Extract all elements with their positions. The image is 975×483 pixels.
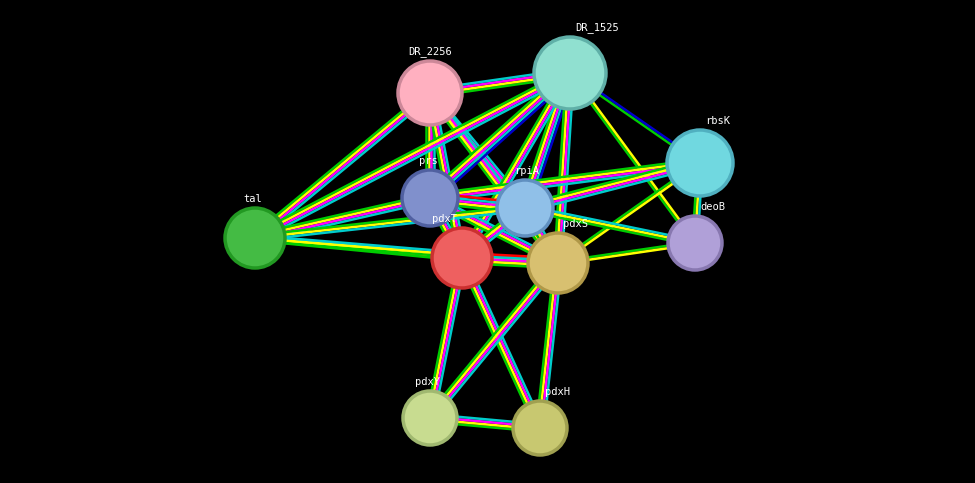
Circle shape [402,170,458,226]
Circle shape [225,208,285,268]
Text: pdxH: pdxH [545,387,570,397]
Circle shape [497,180,553,236]
Circle shape [432,228,492,288]
Text: pdxS: pdxS [563,219,588,229]
Circle shape [534,37,606,109]
Text: tal: tal [244,194,262,204]
Text: pdxT: pdxT [432,214,457,224]
Text: deoB: deoB [700,202,725,212]
Text: pdxY: pdxY [415,377,441,387]
Circle shape [398,61,462,125]
Text: DR_1525: DR_1525 [575,22,619,33]
Text: DR_2256: DR_2256 [409,46,451,57]
Text: rbsK: rbsK [705,116,730,126]
Text: rpiA: rpiA [515,166,539,176]
Circle shape [528,233,588,293]
Circle shape [667,130,733,196]
Circle shape [403,391,457,445]
Text: prs: prs [418,156,438,166]
Circle shape [513,401,567,455]
Circle shape [668,216,722,270]
